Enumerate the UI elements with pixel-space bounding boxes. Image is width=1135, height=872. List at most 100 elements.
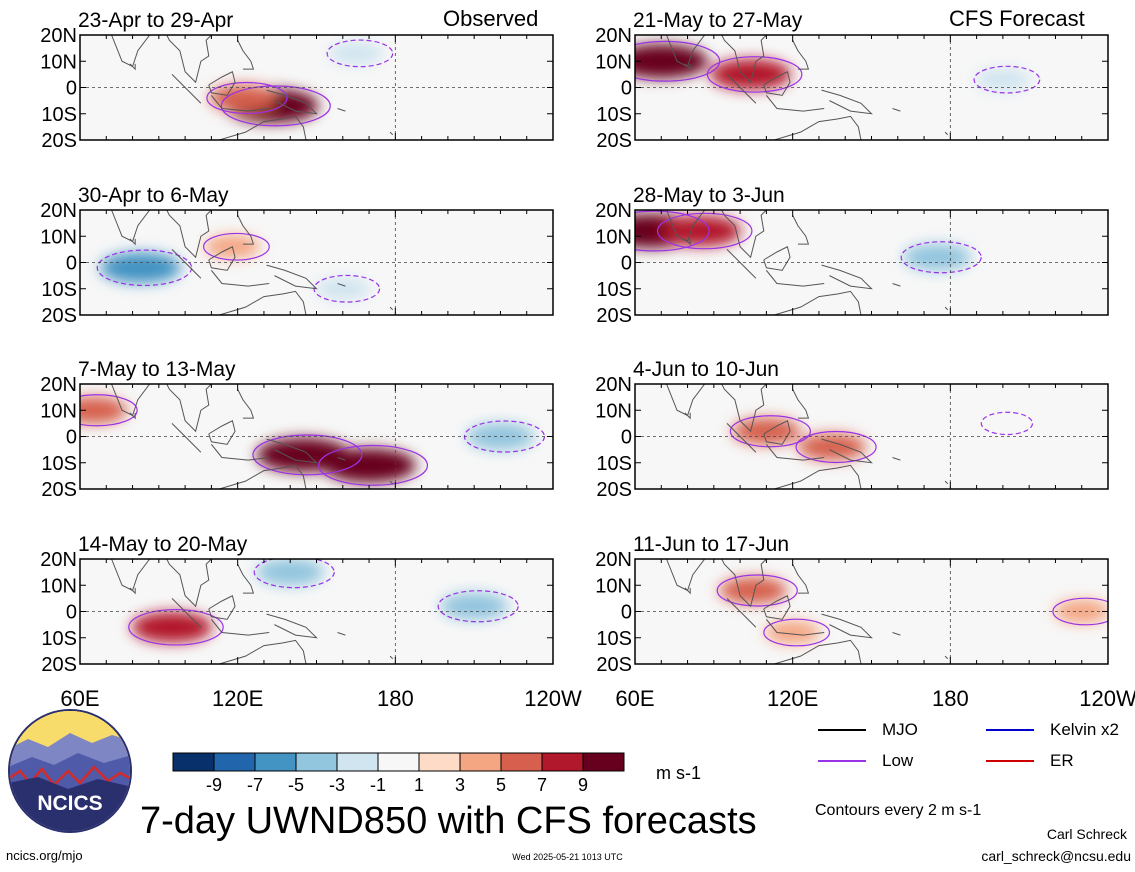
colorbar-swatch	[295, 752, 338, 772]
colorbar-tick-label: 3	[455, 775, 465, 795]
y-tick-label: 10S	[596, 453, 632, 475]
colorbar-tick-label: 7	[537, 775, 547, 795]
anomaly-feature-2	[256, 437, 351, 472]
y-tick-label: 0	[66, 602, 77, 624]
colorbar-tick-label: -7	[247, 775, 263, 795]
anomaly-field	[719, 577, 1108, 645]
legend-item-mjo: MJO	[818, 720, 918, 740]
anomaly-field	[80, 396, 535, 483]
contour-3	[980, 411, 1034, 436]
colorbar-swatch	[254, 752, 297, 772]
panel-label: 28-May to 3-Jun	[633, 184, 785, 207]
low-contours	[635, 40, 1041, 94]
y-tick-label: 10S	[596, 279, 632, 301]
panel-label: 4-Jun to 10-Jun	[633, 358, 779, 381]
y-tick-label: 0	[66, 253, 77, 275]
logo-text: NCICS	[37, 792, 102, 815]
colorbar-swatch	[418, 752, 461, 772]
anomaly-feature-1	[100, 252, 181, 284]
colorbar-swatch	[500, 752, 543, 772]
contour-3	[1052, 597, 1108, 626]
anomaly-feature-3	[975, 67, 1031, 92]
contour-1	[96, 249, 193, 287]
y-tick-label: 10N	[595, 400, 632, 422]
y-tick-label: 10S	[596, 628, 632, 650]
panel-label: 21-May to 27-May	[633, 9, 803, 32]
colorbar-tick-label: 9	[578, 775, 588, 795]
legend-line-low	[818, 760, 866, 762]
y-tick-label: 10N	[595, 51, 632, 73]
author-email: carl_schreck@ncsu.edu	[981, 848, 1131, 864]
panel-label: 14-May to 20-May	[78, 533, 248, 556]
panel-1: 23-Apr to 29-Apr	[78, 9, 554, 141]
coastlines	[635, 35, 949, 140]
y-tick-label: 0	[621, 427, 632, 449]
source-url: ncics.org/mjo	[6, 848, 83, 863]
contour-3	[900, 241, 982, 274]
y-tick-label: 10S	[41, 104, 77, 126]
colorbar-swatch	[172, 752, 215, 772]
y-tick-label: 10N	[40, 400, 77, 422]
colorbar-tick-label: -5	[288, 775, 304, 795]
panel-7: 4-Jun to 10-Jun	[633, 358, 1109, 490]
coastlines	[80, 559, 394, 664]
contour-1	[716, 574, 798, 607]
colorbar-swatch	[582, 752, 625, 772]
y-tick-label: 0	[66, 78, 77, 100]
contour-note: Contours every 2 m s-1	[815, 802, 982, 819]
colorbar-swatch	[377, 752, 420, 772]
y-tick-label: 20N	[40, 374, 77, 396]
anomaly-feature-2	[710, 59, 792, 90]
y-tick-label: 20N	[40, 25, 77, 47]
colorbar-tick-label: 1	[414, 775, 424, 795]
panel-4: 14-May to 20-May	[78, 533, 554, 665]
anomaly-feature-1	[131, 611, 213, 643]
panel-5: 21-May to 27-May	[633, 9, 1109, 141]
contour-2	[656, 212, 753, 250]
y-tick-label: 20N	[595, 374, 632, 396]
low-contours	[716, 574, 1108, 647]
contour-3	[203, 232, 270, 261]
anomaly-feature-2	[315, 277, 371, 301]
colorbar-tick-label: 5	[496, 775, 506, 795]
y-tick-label: 0	[621, 78, 632, 100]
low-contours	[729, 411, 1034, 464]
anomaly-feature-3	[256, 559, 325, 586]
colorbar-tick-label: -3	[329, 775, 345, 795]
low-contours	[206, 39, 394, 127]
axis-labels-group: 20N 10N 0 10S 20S 20N 10N 0 10S 20S 20N 10N 0 10S 20S 2…	[40, 25, 1135, 711]
coastlines	[635, 384, 949, 489]
low-contours	[128, 559, 519, 646]
coastlines	[80, 384, 394, 489]
anomaly-feature-2	[208, 84, 277, 112]
y-tick-label: 20N	[40, 200, 77, 222]
contour-3	[253, 559, 335, 589]
contour-2	[437, 590, 519, 623]
contour-1	[220, 85, 331, 127]
legend-line-mjo	[818, 729, 866, 731]
contour-3	[973, 65, 1041, 94]
y-tick-label: 20S	[596, 305, 632, 327]
contour-2	[763, 618, 831, 647]
x-tick-label: 120E	[212, 686, 263, 711]
y-tick-label: 20N	[40, 549, 77, 571]
y-tick-label: 10S	[596, 104, 632, 126]
figure-title: 7-day UWND850 with CFS forecasts	[140, 800, 757, 842]
contour-1	[318, 444, 429, 486]
legend-line-kelvin	[986, 729, 1034, 731]
coastlines	[635, 559, 949, 664]
y-tick-label: 20S	[41, 479, 77, 501]
panel-label: 7-May to 13-May	[78, 358, 236, 381]
panels-group: 23-Apr to 29-Apr 30-Apr to 6-May 7-May to …	[78, 9, 1109, 665]
anomaly-field	[100, 235, 371, 301]
panel-6: 28-May to 3-Jun	[633, 184, 1109, 316]
legend-label-mjo: MJO	[882, 720, 918, 739]
colorbar-tick-label: -9	[206, 775, 222, 795]
y-tick-label: 20S	[41, 305, 77, 327]
contour-1	[635, 40, 721, 82]
anomaly-feature-3	[903, 243, 972, 271]
timestamp: Wed 2025-05-21 1013 UTC	[512, 852, 623, 862]
contour-1	[128, 608, 224, 646]
anomaly-field	[635, 213, 972, 271]
